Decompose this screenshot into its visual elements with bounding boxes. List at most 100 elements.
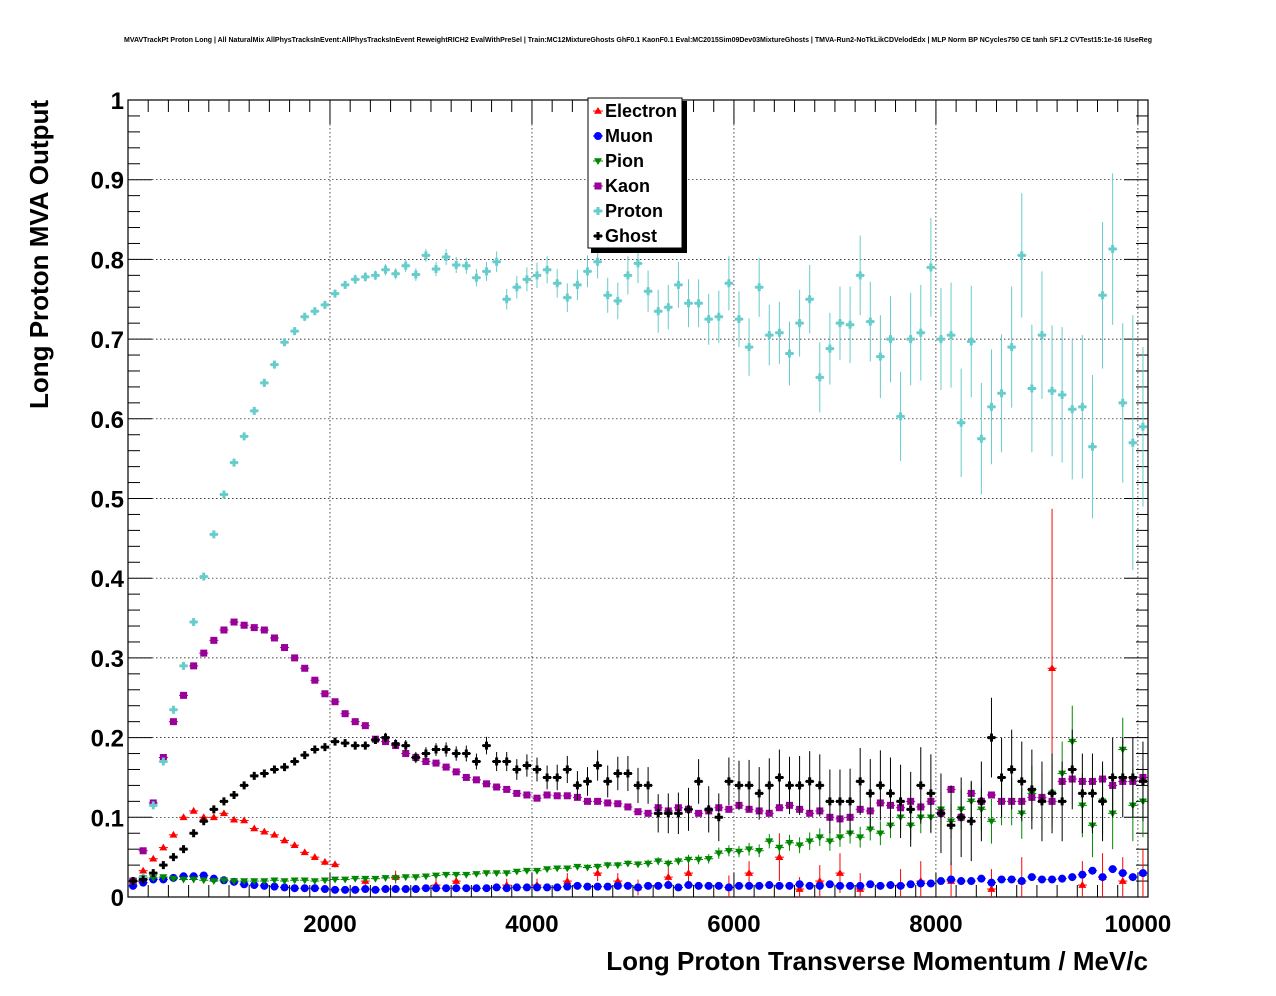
data-point xyxy=(634,808,642,816)
data-point xyxy=(432,884,441,893)
data-point xyxy=(452,768,460,776)
data-point xyxy=(351,875,360,883)
data-point xyxy=(755,283,764,292)
data-point xyxy=(432,759,440,767)
data-point xyxy=(320,885,329,894)
data-point xyxy=(391,269,400,278)
data-point xyxy=(695,809,703,817)
data-point xyxy=(714,813,723,822)
data-point xyxy=(664,873,673,880)
data-point xyxy=(583,267,592,276)
data-point xyxy=(492,757,501,766)
data-point xyxy=(240,816,249,824)
x-tick-label: 10000 xyxy=(1105,911,1172,938)
data-point xyxy=(805,881,814,890)
data-point xyxy=(654,881,663,890)
data-point xyxy=(462,261,471,270)
data-point xyxy=(714,881,723,890)
data-point xyxy=(563,293,572,302)
data-point xyxy=(432,264,441,273)
data-point xyxy=(492,257,501,266)
data-point xyxy=(805,838,814,846)
data-point xyxy=(654,809,663,818)
data-point xyxy=(997,773,1006,782)
data-point xyxy=(502,870,511,878)
y-tick-label: 1 xyxy=(111,88,124,115)
data-point xyxy=(684,299,693,308)
data-point xyxy=(967,877,976,886)
data-point xyxy=(1027,785,1036,794)
legend-marker xyxy=(594,107,602,114)
data-point xyxy=(179,876,188,884)
data-point xyxy=(300,848,309,856)
data-point xyxy=(785,881,794,890)
data-point xyxy=(644,781,653,790)
data-point xyxy=(785,349,794,358)
data-point xyxy=(916,328,925,337)
data-point xyxy=(947,875,956,884)
data-point xyxy=(997,875,1006,884)
data-point xyxy=(947,821,956,830)
x-tick-label: 4000 xyxy=(505,911,558,938)
data-point xyxy=(563,882,572,891)
data-point xyxy=(472,884,481,893)
data-point xyxy=(623,860,632,868)
data-point xyxy=(573,280,582,289)
data-point xyxy=(856,271,865,280)
data-point xyxy=(270,360,279,369)
data-point xyxy=(1048,664,1057,672)
data-point xyxy=(320,300,329,309)
data-point xyxy=(644,860,653,868)
data-point xyxy=(411,885,420,894)
data-point xyxy=(775,773,784,782)
legend-label: Kaon xyxy=(605,176,650,196)
data-point xyxy=(300,312,309,321)
data-point xyxy=(543,883,552,892)
data-point xyxy=(815,877,824,884)
data-point xyxy=(320,857,329,865)
data-point xyxy=(270,765,279,774)
data-point xyxy=(563,792,571,800)
data-point xyxy=(280,883,289,892)
data-point xyxy=(936,877,945,886)
data-point xyxy=(371,271,380,280)
data-point xyxy=(493,783,501,791)
data-point xyxy=(775,804,783,812)
data-point xyxy=(644,287,653,296)
data-point xyxy=(1128,773,1137,782)
data-point xyxy=(704,881,713,890)
x-tick-label: 8000 xyxy=(909,911,962,938)
data-point xyxy=(472,871,481,878)
data-point xyxy=(896,881,905,890)
data-point xyxy=(421,251,430,260)
data-point xyxy=(1088,789,1097,798)
y-tick-label: 0.9 xyxy=(91,168,124,195)
data-point xyxy=(300,751,309,760)
data-point xyxy=(614,800,622,808)
data-point xyxy=(694,881,703,890)
data-point xyxy=(482,267,491,276)
y-tick-label: 0 xyxy=(111,885,124,912)
data-point xyxy=(563,877,572,884)
data-point xyxy=(745,343,754,352)
data-point xyxy=(351,718,359,726)
data-point xyxy=(482,870,491,878)
data-point xyxy=(513,789,521,797)
data-point xyxy=(664,303,673,312)
data-point xyxy=(967,337,976,346)
data-point xyxy=(795,842,804,850)
data-point xyxy=(775,853,784,860)
data-point xyxy=(825,838,834,846)
data-point xyxy=(765,809,773,817)
data-point xyxy=(704,855,713,863)
data-point xyxy=(1037,875,1046,884)
data-point xyxy=(391,885,400,894)
data-point xyxy=(260,827,269,835)
data-point xyxy=(1138,422,1147,431)
data-point xyxy=(674,809,683,818)
data-point xyxy=(462,749,471,758)
data-point xyxy=(806,809,814,817)
data-point xyxy=(987,885,996,892)
data-point xyxy=(219,809,228,817)
data-point xyxy=(916,781,925,790)
